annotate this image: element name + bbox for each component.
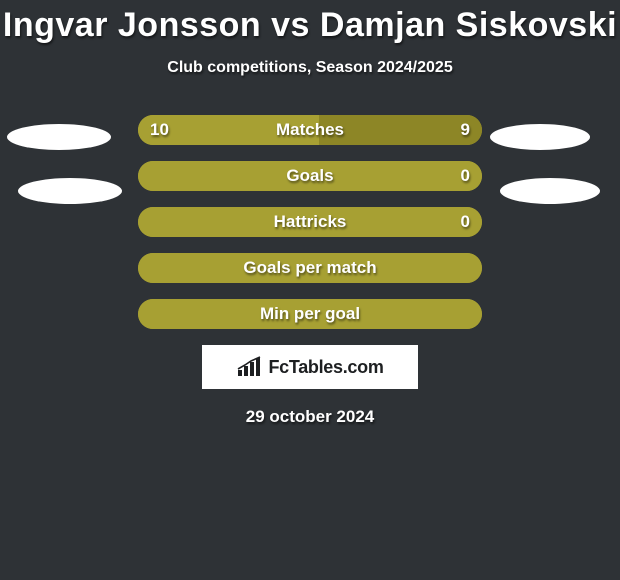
stat-track: [138, 299, 482, 329]
stat-track: [138, 161, 482, 191]
stat-row: Min per goal: [0, 299, 620, 329]
logo-box: FcTables.com: [202, 345, 418, 389]
right-ellipse-2: [500, 178, 600, 204]
bars-icon: [236, 356, 262, 378]
logo-text: FcTables.com: [268, 357, 383, 378]
stat-track: [138, 207, 482, 237]
stat-track: [138, 253, 482, 283]
player-left-name: Ingvar Jonsson: [3, 6, 261, 44]
right-ellipse-1: [490, 124, 590, 150]
subtitle: Club competitions, Season 2024/2025: [0, 59, 620, 77]
stat-track: [138, 115, 482, 145]
fill-left: [138, 253, 482, 283]
stat-row: Hattricks0: [0, 207, 620, 237]
date: 29 october 2024: [0, 407, 620, 427]
fill-left: [138, 161, 482, 191]
left-ellipse-1: [7, 124, 111, 150]
stat-value-right: 0: [461, 207, 470, 237]
stat-row: Goals per match: [0, 253, 620, 283]
stat-value-right: 9: [461, 115, 470, 145]
page-title: Ingvar Jonsson vs Damjan Siskovski: [0, 0, 620, 45]
vs-text: vs: [271, 6, 310, 44]
stat-value-right: 0: [461, 161, 470, 191]
fill-left: [138, 299, 482, 329]
fill-left: [138, 207, 482, 237]
stat-value-left: 10: [150, 115, 169, 145]
left-ellipse-2: [18, 178, 122, 204]
player-right-name: Damjan Siskovski: [320, 6, 617, 44]
fill-right: [319, 115, 482, 145]
